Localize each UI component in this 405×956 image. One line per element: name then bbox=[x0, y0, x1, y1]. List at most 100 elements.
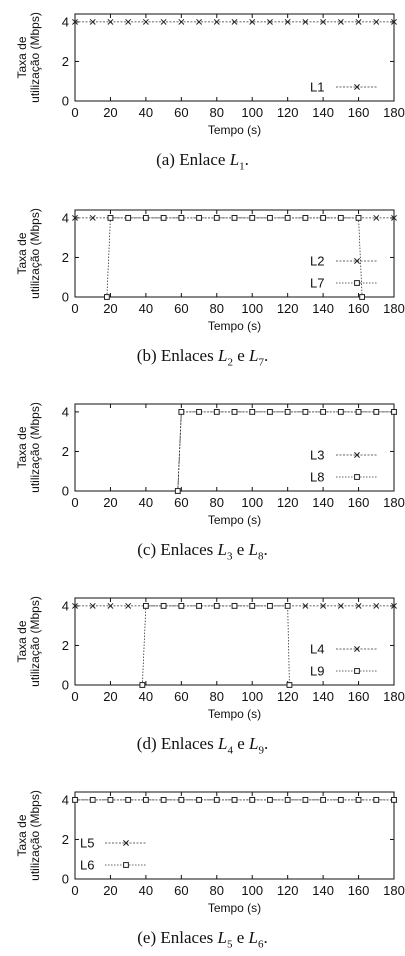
data-point bbox=[320, 797, 327, 803]
data-point bbox=[107, 215, 114, 221]
data-point bbox=[231, 603, 238, 609]
data-point bbox=[89, 602, 96, 609]
x-tick-label: 120 bbox=[277, 689, 299, 704]
caption-joiner: e bbox=[232, 734, 249, 753]
data-point bbox=[107, 602, 114, 609]
x-tick-label: 60 bbox=[174, 495, 188, 510]
caption-link-subscript: 3 bbox=[226, 550, 233, 563]
legend-entry: L8 bbox=[310, 470, 378, 485]
line-chart: 0 20 40 60 80 100 120 140 160 180 0 2 4 Tempo (s) Taxa… bbox=[15, 402, 405, 527]
series-line bbox=[177, 411, 394, 492]
figure-caption: (d) Enlaces L4 e L9. bbox=[0, 734, 405, 756]
x-tick-label: 0 bbox=[71, 495, 78, 510]
line-chart: 0 20 40 60 80 100 120 140 160 180 0 2 4 Tempo (s) Taxa… bbox=[15, 596, 405, 721]
data-point bbox=[231, 215, 238, 221]
x-axis-label: Tempo (s) bbox=[208, 707, 261, 721]
y-axis-label-line: utilização (Mbps) bbox=[28, 12, 42, 103]
data-point bbox=[284, 18, 291, 25]
y-tick-label: 4 bbox=[62, 598, 69, 613]
caption-link-symbol: L bbox=[248, 346, 259, 365]
x-tick-label: 100 bbox=[241, 689, 263, 704]
data-point bbox=[337, 602, 344, 609]
legend-label: L8 bbox=[310, 470, 324, 485]
data-point bbox=[125, 215, 132, 221]
data-point bbox=[213, 797, 220, 803]
legend-marker bbox=[354, 668, 360, 674]
chart-panel: 0 20 40 60 80 100 120 140 160 180 0 2 4 Tempo (s) Taxa… bbox=[0, 390, 405, 566]
x-tick-label: 140 bbox=[312, 689, 334, 704]
series-L3 bbox=[174, 408, 397, 494]
legend-marker bbox=[354, 84, 360, 90]
caption-link-subscript: 7 bbox=[258, 356, 264, 369]
y-axis-label-line: Taxa de bbox=[15, 620, 29, 662]
caption-link-symbol: L bbox=[217, 928, 227, 947]
x-tick-label: 100 bbox=[241, 105, 263, 120]
caption-link-symbol: L bbox=[248, 734, 259, 753]
series-L9 bbox=[139, 603, 293, 688]
data-point bbox=[231, 797, 238, 803]
x-tick-label: 180 bbox=[383, 301, 405, 316]
x-tick-label: 40 bbox=[139, 495, 153, 510]
series-line bbox=[106, 217, 363, 298]
caption-link-symbol: L bbox=[248, 928, 258, 947]
x-tick-label: 120 bbox=[277, 301, 299, 316]
data-point bbox=[142, 18, 149, 25]
data-point bbox=[174, 488, 181, 494]
data-point bbox=[320, 409, 327, 415]
data-point bbox=[320, 215, 327, 221]
data-point bbox=[231, 18, 238, 25]
data-point bbox=[391, 797, 397, 803]
x-tick-label: 80 bbox=[210, 689, 224, 704]
data-point bbox=[284, 797, 291, 803]
data-point bbox=[107, 797, 114, 803]
x-tick-label: 160 bbox=[348, 301, 370, 316]
legend-label: L3 bbox=[310, 448, 324, 463]
x-tick-label: 160 bbox=[348, 495, 370, 510]
y-axis-label-line: utilização (Mbps) bbox=[28, 596, 42, 687]
data-point bbox=[178, 18, 185, 25]
series-line bbox=[177, 411, 394, 492]
y-tick-label: 0 bbox=[62, 678, 69, 693]
y-tick-label: 2 bbox=[62, 444, 69, 459]
x-tick-label: 60 bbox=[174, 689, 188, 704]
caption-joiner: e bbox=[232, 928, 249, 947]
x-tick-label: 0 bbox=[71, 689, 78, 704]
x-tick-label: 60 bbox=[174, 105, 188, 120]
x-tick-label: 0 bbox=[71, 105, 78, 120]
caption-suffix: . bbox=[263, 928, 268, 947]
data-point bbox=[72, 214, 78, 221]
data-point bbox=[302, 602, 309, 609]
data-point bbox=[249, 603, 256, 609]
x-tick-label: 80 bbox=[210, 883, 224, 898]
x-tick-label: 140 bbox=[312, 301, 334, 316]
data-point bbox=[89, 797, 96, 803]
y-tick-label: 4 bbox=[62, 404, 69, 419]
data-point bbox=[284, 409, 291, 415]
x-tick-label: 60 bbox=[174, 883, 188, 898]
legend-label: L4 bbox=[310, 642, 324, 657]
line-chart: 0 20 40 60 80 100 120 140 160 180 0 2 4 Tempo (s) Taxa… bbox=[15, 12, 405, 137]
y-axis-label-line: utilização (Mbps) bbox=[28, 402, 42, 493]
data-point bbox=[355, 602, 362, 609]
data-point bbox=[142, 797, 149, 803]
y-axis-label: Taxa de utilização (Mbps) bbox=[15, 790, 42, 881]
data-point bbox=[267, 797, 273, 803]
y-tick-label: 4 bbox=[62, 14, 69, 29]
y-axis-label-line: utilização (Mbps) bbox=[28, 208, 42, 299]
y-tick-label: 0 bbox=[62, 290, 69, 305]
legend-marker bbox=[354, 646, 360, 652]
y-tick-label: 0 bbox=[62, 94, 69, 109]
data-point bbox=[337, 797, 344, 803]
figure-caption: (a) Enlace L1. bbox=[0, 150, 405, 172]
data-point bbox=[125, 797, 132, 803]
data-point bbox=[266, 18, 273, 25]
x-tick-label: 20 bbox=[103, 105, 117, 120]
data-point bbox=[178, 797, 185, 803]
y-tick-label: 0 bbox=[62, 872, 69, 887]
x-tick-label: 40 bbox=[139, 689, 153, 704]
caption-link-subscript: 5 bbox=[226, 938, 233, 951]
data-point bbox=[160, 797, 167, 803]
data-point bbox=[249, 215, 256, 221]
series-L6 bbox=[72, 797, 397, 803]
y-tick-label: 2 bbox=[62, 54, 69, 69]
